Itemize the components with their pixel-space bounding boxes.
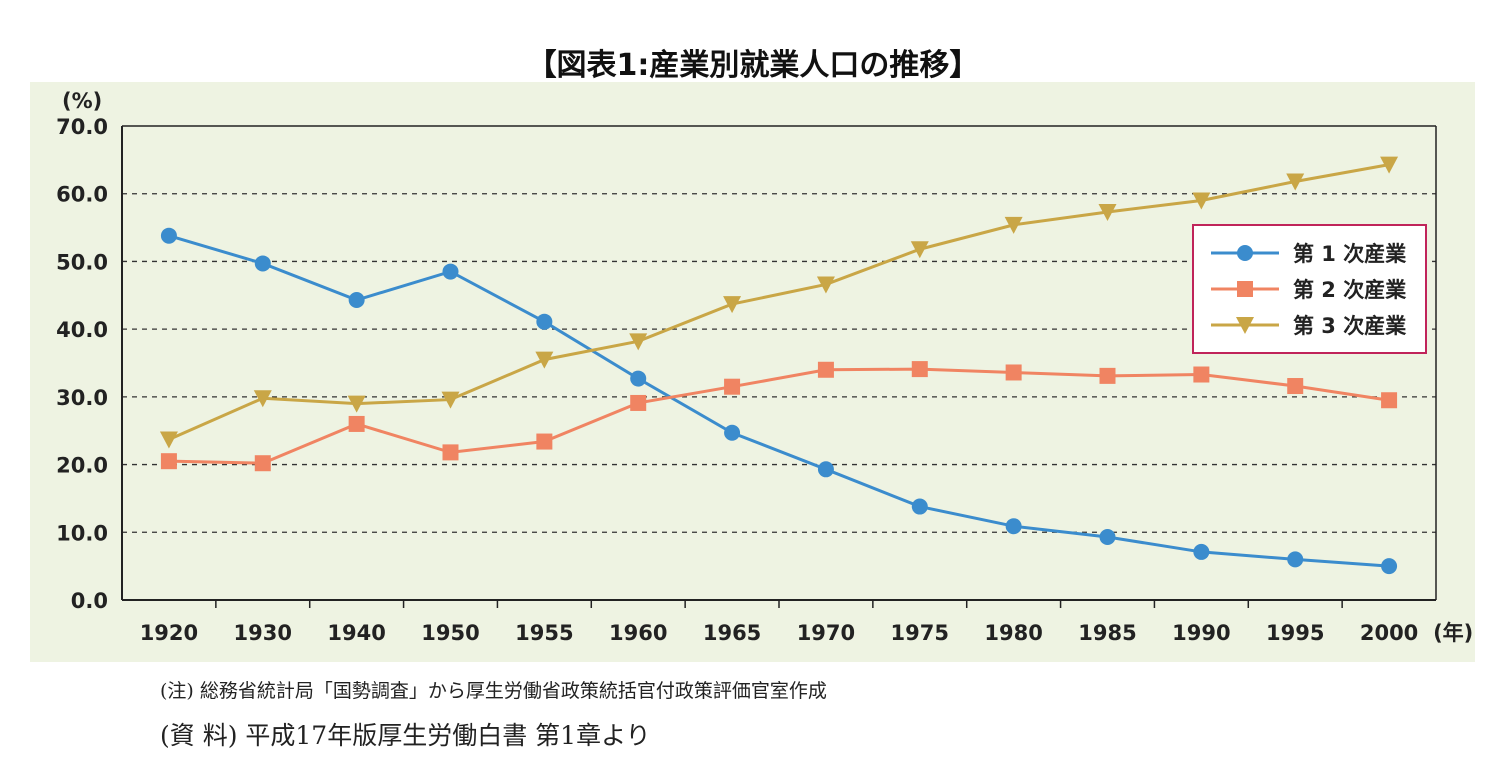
x-tick-label: 1965 <box>703 621 761 645</box>
x-tick-label: 1990 <box>1172 621 1230 645</box>
data-point <box>817 461 834 478</box>
chart-svg: 0.0 10.0 20.0 30.0 40.0 50.0 60.0 70.0 1920 1930 1… <box>56 89 1473 645</box>
data-point <box>1287 378 1304 395</box>
data-point <box>1098 203 1117 221</box>
x-tick-label: 1950 <box>421 621 479 645</box>
legend-swatch-marker <box>1236 317 1254 334</box>
legend-label: 第 1 次産業 <box>1293 242 1407 266</box>
axes-layer: 0.0 10.0 20.0 30.0 40.0 50.0 60.0 70.0 1920 1930 1… <box>56 89 1473 645</box>
data-point <box>160 227 177 244</box>
series-line <box>168 234 1390 568</box>
x-tick-label: 1970 <box>797 621 855 645</box>
x-tick-label: 1985 <box>1078 621 1136 645</box>
series-line <box>168 367 1390 465</box>
data-point <box>441 391 460 409</box>
data-point <box>1004 216 1023 234</box>
legend-item: 第 1 次産業 <box>1211 242 1407 266</box>
data-point <box>1381 558 1398 575</box>
data-point <box>348 292 365 309</box>
data-point <box>442 263 459 280</box>
series-3 <box>159 156 1399 449</box>
data-point <box>911 498 928 515</box>
data-point <box>1099 529 1116 546</box>
data-point <box>535 351 554 369</box>
data-point <box>816 276 835 294</box>
y-tick-label: 10.0 <box>56 521 108 545</box>
x-axis-unit: (年) <box>1433 621 1473 645</box>
legend-label: 第 2 次産業 <box>1293 278 1407 302</box>
data-point <box>911 361 928 378</box>
x-tick-label: 1960 <box>609 621 667 645</box>
data-point <box>254 255 271 272</box>
y-tick-label: 70.0 <box>56 115 108 139</box>
data-point <box>536 433 553 450</box>
data-point <box>723 296 742 314</box>
data-point <box>1287 551 1304 568</box>
source-text: (資 料) 平成17年版厚生労働白書 第1章より <box>160 721 651 750</box>
data-point <box>1286 173 1305 191</box>
legend-swatch-marker <box>1237 245 1253 261</box>
y-axis-unit: (%) <box>62 89 102 113</box>
data-point <box>1099 367 1116 384</box>
series-line <box>168 163 1390 441</box>
legend-swatch-marker <box>1237 281 1253 297</box>
x-tick-label: 1995 <box>1266 621 1324 645</box>
data-point <box>442 444 459 461</box>
data-point <box>159 431 178 449</box>
chart-panel: 0.0 10.0 20.0 30.0 40.0 50.0 60.0 70.0 1920 1930 1… <box>30 82 1475 662</box>
data-point <box>1380 156 1399 174</box>
y-tick-label: 0.0 <box>71 589 108 613</box>
data-point <box>629 333 648 351</box>
series-2 <box>160 361 1398 472</box>
y-tick-label: 30.0 <box>56 386 108 410</box>
data-point <box>160 453 177 470</box>
y-tick-label: 60.0 <box>56 183 108 207</box>
data-point <box>630 370 647 387</box>
data-point <box>630 394 647 411</box>
data-point <box>253 390 272 408</box>
data-point <box>1005 518 1022 535</box>
y-tick-label: 20.0 <box>56 454 108 478</box>
data-point <box>1193 366 1210 383</box>
legend-item: 第 3 次産業 <box>1211 314 1407 338</box>
data-point <box>1005 364 1022 381</box>
y-tick-label: 40.0 <box>56 318 108 342</box>
x-tick-label: 1980 <box>984 621 1042 645</box>
data-point <box>1193 543 1210 560</box>
x-tick-label: 1920 <box>140 621 198 645</box>
legend-label: 第 3 次産業 <box>1293 314 1407 338</box>
series-1 <box>160 227 1398 575</box>
x-tick-label: 1930 <box>234 621 292 645</box>
x-tick-label: 1955 <box>515 621 573 645</box>
data-point <box>347 395 366 413</box>
x-tick-label: 2000 <box>1360 621 1418 645</box>
data-point <box>910 241 929 259</box>
data-point <box>724 378 741 395</box>
data-point <box>536 313 553 330</box>
x-tick-label: 1975 <box>891 621 949 645</box>
data-point <box>1381 392 1398 409</box>
note-text: (注) 総務省統計局「国勢調査」から厚生労働省政策統括官付政策評価官室作成 <box>160 680 827 702</box>
data-point <box>1192 192 1211 210</box>
chart-title: 【図表1:産業別就業人口の推移】 <box>526 48 980 83</box>
data-point <box>817 361 834 378</box>
legend-item: 第 2 次産業 <box>1211 278 1407 302</box>
x-tick-label: 1940 <box>327 621 385 645</box>
series-layer <box>159 156 1399 575</box>
data-point <box>348 415 365 432</box>
y-tick-label: 50.0 <box>56 250 108 274</box>
data-point <box>724 424 741 441</box>
data-point <box>254 455 271 472</box>
